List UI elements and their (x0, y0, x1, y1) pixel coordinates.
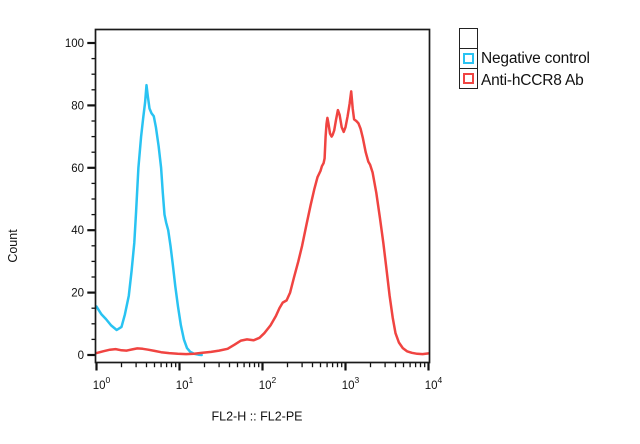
x-axis-title: FL2-H :: FL2-PE (212, 410, 303, 424)
y-tick-label: 40 (71, 225, 84, 237)
x-tick-label: 102 (259, 375, 277, 392)
y-tick-label: 100 (65, 38, 84, 50)
x-tick-label: 104 (425, 375, 443, 392)
anti-hccr8-swatch-icon (463, 72, 474, 84)
curve-negative-control (95, 83, 203, 357)
y-tick-label: 60 (71, 163, 84, 175)
legend-swatch-empty (459, 28, 478, 50)
legend-swatch-anti-hccr8 (459, 67, 478, 90)
negative-control-swatch-icon (463, 53, 474, 65)
y-axis-title: Count (6, 229, 20, 263)
legend-label-anti-hccr8: Anti-hCCR8 Ab (481, 72, 584, 90)
plot-border (94, 28, 431, 364)
y-tick-label: 80 (71, 100, 84, 112)
legend-label-negative-control: Negative control (481, 50, 590, 68)
y-axis-major-ticks: 0 20 40 60 80 100 (65, 38, 96, 362)
curve-anti-hccr8-ab (95, 90, 430, 356)
legend-swatch-negative-control (459, 47, 478, 70)
x-axis-major-ticks: 100 101 102 103 104 (93, 362, 443, 392)
x-tick-label: 101 (176, 375, 194, 392)
legend-swatch-column (459, 28, 478, 90)
x-tick-label: 103 (342, 375, 360, 392)
y-tick-label: 0 (78, 350, 84, 362)
legend-labels: Negative control Anti-hCCR8 Ab (481, 49, 590, 93)
x-tick-label: 100 (93, 375, 111, 392)
y-tick-label: 20 (71, 288, 84, 300)
